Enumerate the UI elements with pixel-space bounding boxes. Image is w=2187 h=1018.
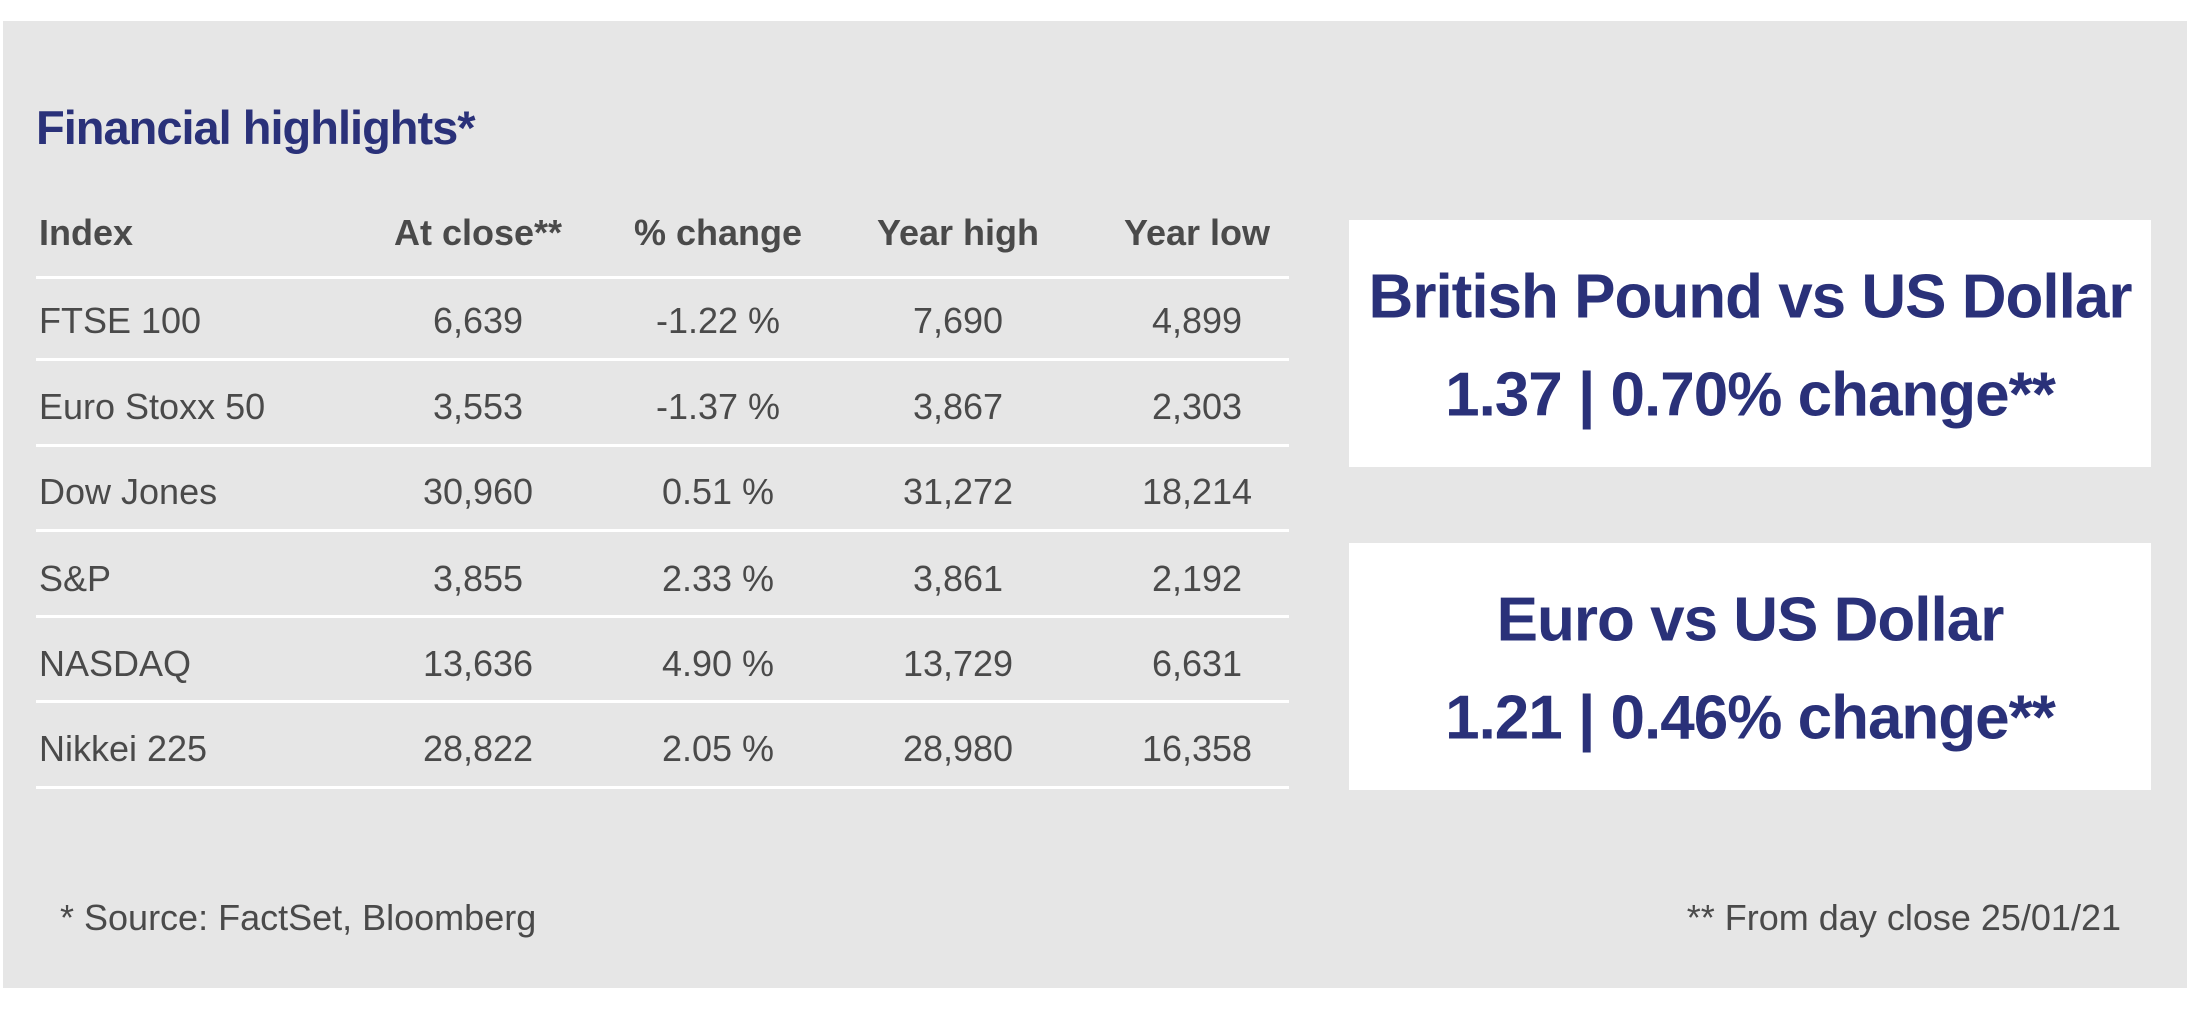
table-cell: 3,867 xyxy=(912,386,1004,427)
table-cell: NASDAQ xyxy=(39,643,192,684)
header-cell: At close** xyxy=(393,212,563,253)
table-cell: Dow Jones xyxy=(39,471,218,512)
table-cell: 3,855 xyxy=(432,558,524,599)
table-cell: 13,636 xyxy=(422,643,534,684)
row-rule xyxy=(36,358,1289,361)
table-cell: 2,192 xyxy=(1151,558,1243,599)
footnote-date: ** From day close 25/01/21 xyxy=(1686,897,2121,938)
header-cell: % change xyxy=(633,212,803,253)
rate-title: British Pound vs US Dollar xyxy=(1368,262,2133,332)
table-cell: 4.90 % xyxy=(661,643,775,684)
table-cell: 7,690 xyxy=(912,300,1004,341)
table-cell: 28,980 xyxy=(902,728,1014,769)
table-cell: Euro Stoxx 50 xyxy=(39,386,266,427)
table-cell: 30,960 xyxy=(422,471,534,512)
header-cell: Index xyxy=(39,212,134,253)
rate-value: 1.21 | 0.46% change** xyxy=(1445,683,2056,753)
table-cell: 3,861 xyxy=(912,558,1004,599)
panel xyxy=(3,21,2187,988)
table-cell: FTSE 100 xyxy=(39,300,202,341)
table-cell: 28,822 xyxy=(422,728,534,769)
row-rule xyxy=(36,615,1289,618)
table-cell: 3,553 xyxy=(432,386,524,427)
table-cell: -1.22 % xyxy=(655,300,781,341)
table-cell: 18,214 xyxy=(1141,471,1253,512)
table-cell: 16,358 xyxy=(1141,728,1253,769)
table-cell: 31,272 xyxy=(902,471,1014,512)
table-cell: 2,303 xyxy=(1151,386,1243,427)
header-cell: Year high xyxy=(876,212,1040,253)
header-cell: Year low xyxy=(1123,212,1271,253)
table-cell: 0.51 % xyxy=(661,471,775,512)
rate-title: Euro vs US Dollar xyxy=(1496,585,2005,655)
table-cell: 6,639 xyxy=(432,300,524,341)
table-cell: 6,631 xyxy=(1151,643,1243,684)
table-cell: 4,899 xyxy=(1151,300,1243,341)
row-rule xyxy=(36,444,1289,447)
row-rule xyxy=(36,529,1289,532)
table-cell: 13,729 xyxy=(902,643,1014,684)
table-cell: S&P xyxy=(39,558,112,599)
table-cell: 2.05 % xyxy=(661,728,775,769)
rate-box: Euro vs US Dollar 1.21 | 0.46% change** xyxy=(1349,543,2151,790)
table-cell: Nikkei 225 xyxy=(39,728,208,769)
row-rule xyxy=(36,700,1289,703)
title: Financial highlights* xyxy=(36,101,476,154)
footnote-source: * Source: FactSet, Bloomberg xyxy=(60,897,537,938)
row-rule xyxy=(36,786,1289,789)
table-cell: -1.37 % xyxy=(655,386,781,427)
rate-value: 1.37 | 0.70% change** xyxy=(1445,360,2056,430)
rate-box: British Pound vs US Dollar 1.37 | 0.70% c… xyxy=(1349,220,2151,467)
table-cell: 2.33 % xyxy=(661,558,775,599)
row-rule xyxy=(36,276,1289,279)
